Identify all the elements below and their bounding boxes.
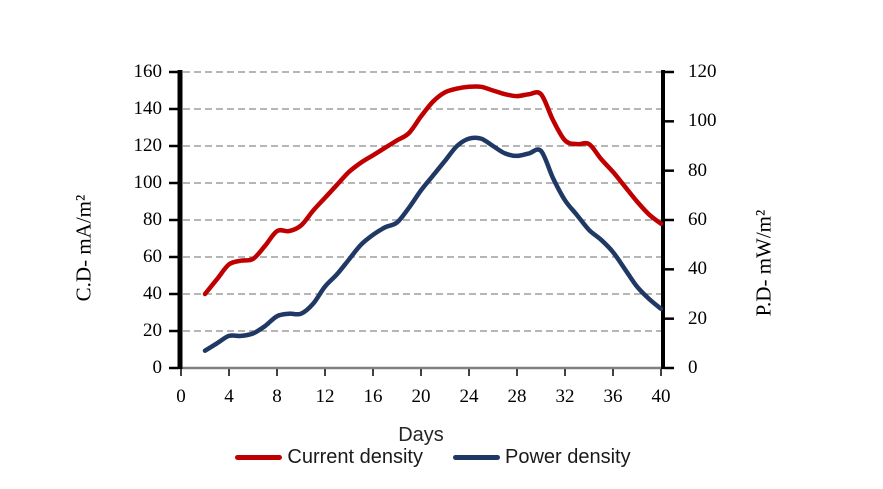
x-axis-tick-label: 12 (315, 386, 335, 407)
x-axis-tick-label: 28 (507, 386, 527, 407)
left-axis-title: C.D- mA/m² (71, 194, 96, 302)
x-axis-tick-label: 24 (459, 386, 479, 407)
x-axis-tick-label: 32 (555, 386, 575, 407)
left-axis-tick-label: 60 (143, 246, 162, 267)
legend-line-swatch (235, 455, 283, 460)
left-axis-tick-label: 80 (143, 209, 162, 230)
x-axis-tick-label: 40 (651, 386, 671, 407)
right-axis-tick-label: 120 (688, 61, 717, 82)
x-axis-tick-label: 8 (272, 386, 282, 407)
right-axis-tick-label: 20 (688, 307, 707, 329)
left-axis-tick-label: 120 (133, 135, 163, 156)
power-density-line (202, 135, 664, 353)
x-axis-title: Days (398, 424, 444, 446)
left-axis-tick-label: 160 (133, 61, 163, 82)
left-axis-tick-label: 140 (133, 98, 163, 119)
left-axis-tick-label: 20 (143, 320, 162, 341)
x-axis-tick-label: 4 (224, 386, 234, 407)
right-axis-tick-label: 60 (688, 209, 707, 230)
legend-item-power-density: Power density (453, 446, 631, 469)
legend-item-current-density: Current density (235, 446, 423, 469)
legend-line-swatch (453, 455, 500, 460)
x-axis-tick-label: 20 (411, 386, 431, 407)
x-axis-tick-label: 36 (603, 386, 623, 407)
legend-label: Current density (287, 446, 423, 468)
legend-label: Power density (505, 446, 631, 468)
left-axis-tick-label: 0 (152, 357, 163, 378)
left-axis-tick-label: 100 (133, 172, 163, 193)
legend: Current density Power density (0, 446, 866, 469)
x-axis-tick-label: 16 (363, 386, 383, 407)
right-axis-title: P.D- mW/m² (751, 209, 776, 317)
right-axis-tick-label: 100 (688, 110, 717, 132)
current-density-line (202, 84, 664, 297)
right-axis-tick-label: 0 (688, 357, 698, 378)
left-axis-tick-label: 40 (143, 283, 162, 304)
x-axis-tick-label: 0 (176, 386, 186, 407)
right-axis-tick-label: 40 (688, 258, 707, 280)
right-axis-tick-label: 80 (688, 159, 707, 181)
